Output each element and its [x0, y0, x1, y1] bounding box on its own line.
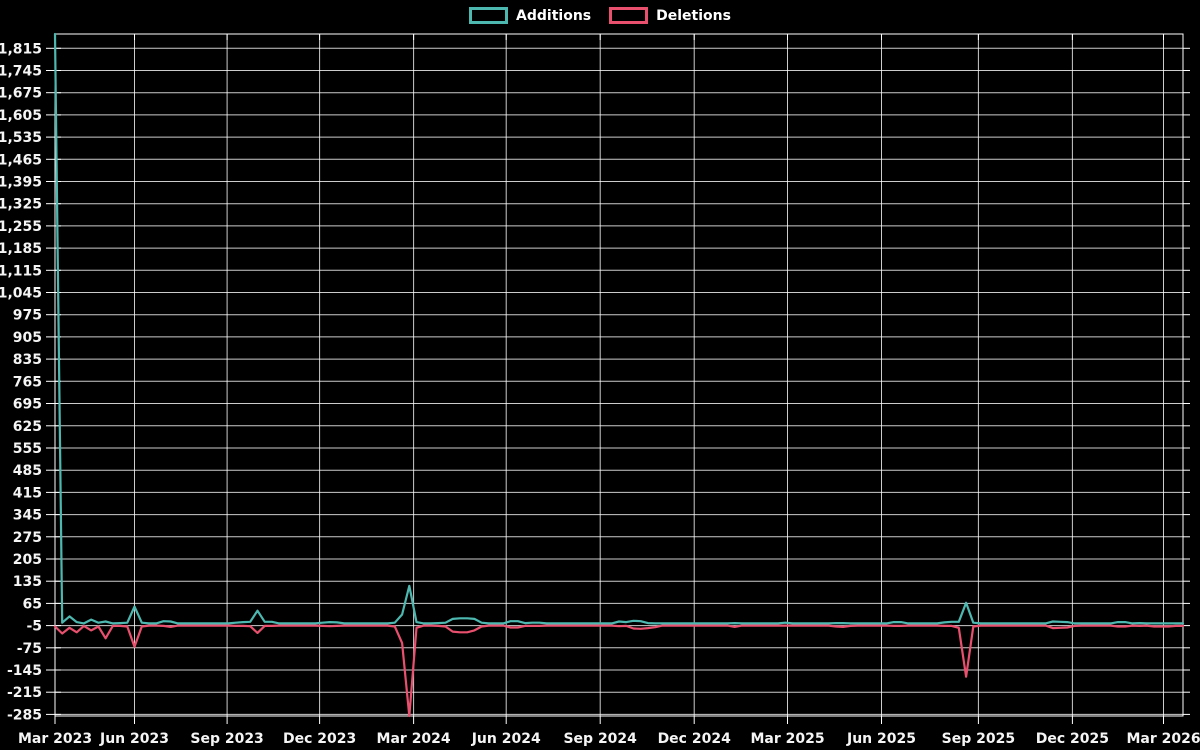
- x-axis-tick-label: Mar 2025: [750, 731, 824, 747]
- y-axis-tick-label: 765: [13, 374, 42, 390]
- y-axis-tick-label: 135: [13, 574, 42, 590]
- x-axis-tick-label: Sep 2024: [563, 731, 637, 747]
- y-axis-tick-label: 1,045: [0, 286, 42, 302]
- legend-label-deletions: Deletions: [656, 7, 731, 24]
- x-axis-tick-label: Dec 2023: [283, 731, 356, 747]
- y-axis-tick-label: 1,605: [0, 108, 42, 124]
- chart-legend: Additions Deletions: [0, 7, 1200, 24]
- y-axis-tick-label: 1,395: [0, 175, 42, 191]
- x-axis-tick-label: Mar 2026: [1126, 731, 1200, 747]
- y-axis-tick-label: 1,115: [0, 263, 42, 279]
- y-axis-tick-label: 1,815: [0, 41, 42, 57]
- x-axis-tick-label: Mar 2024: [377, 731, 451, 747]
- y-axis-tick-label: 835: [13, 352, 42, 368]
- y-axis-tick-label: 65: [23, 596, 42, 612]
- legend-label-additions: Additions: [516, 7, 592, 24]
- plot-border: [54, 33, 1184, 717]
- y-axis-tick-label: 205: [13, 552, 42, 568]
- x-axis-tick-label: Dec 2025: [1036, 731, 1109, 747]
- y-axis-tick-label: -285: [7, 707, 42, 723]
- x-axis-tick-label: Mar 2023: [18, 731, 92, 747]
- y-axis-tick-label: 1,185: [0, 241, 42, 257]
- additions-color-swatch: [469, 7, 509, 24]
- y-axis-tick-label: 905: [13, 330, 42, 346]
- y-axis-tick-label: 1,465: [0, 152, 42, 168]
- y-axis-tick-label: 555: [13, 441, 42, 457]
- deletions-color-swatch: [609, 7, 649, 24]
- series-line-additions: [53, 32, 1185, 625]
- x-axis-tick-label: Jun 2024: [471, 731, 541, 747]
- y-axis-tick-label: 1,325: [0, 197, 42, 213]
- y-axis-tick-label: 1,535: [0, 130, 42, 146]
- y-axis-tick-label: -75: [17, 641, 42, 657]
- y-axis-tick-label: -145: [7, 663, 42, 679]
- x-axis-tick-label: Sep 2025: [942, 731, 1015, 747]
- y-axis-tick-label: 1,675: [0, 86, 42, 102]
- y-axis-tick-label: 485: [13, 463, 42, 479]
- y-axis-tick-label: 1,745: [0, 64, 42, 80]
- y-axis-tick-label: 1,255: [0, 219, 42, 235]
- x-axis-tick-label: Jun 2025: [846, 731, 916, 747]
- x-axis-tick-label: Sep 2023: [190, 731, 263, 747]
- y-axis-tick-label: 275: [13, 530, 42, 546]
- x-axis-tick-label: Dec 2024: [658, 731, 732, 747]
- y-axis-tick-label: 625: [13, 419, 42, 435]
- y-axis-tick-label: 695: [13, 397, 42, 413]
- y-axis-tick-label: 975: [13, 308, 42, 324]
- x-axis-tick-label: Jun 2023: [99, 731, 169, 747]
- y-axis-tick-label: 415: [13, 485, 42, 501]
- y-axis-tick-label: 345: [13, 508, 42, 524]
- y-axis-tick-label: -5: [26, 619, 42, 635]
- legend-item-deletions[interactable]: Deletions: [609, 7, 731, 24]
- series-line-deletions: [53, 624, 1185, 718]
- legend-item-additions[interactable]: Additions: [469, 7, 591, 24]
- y-axis-tick-label: -215: [7, 685, 42, 701]
